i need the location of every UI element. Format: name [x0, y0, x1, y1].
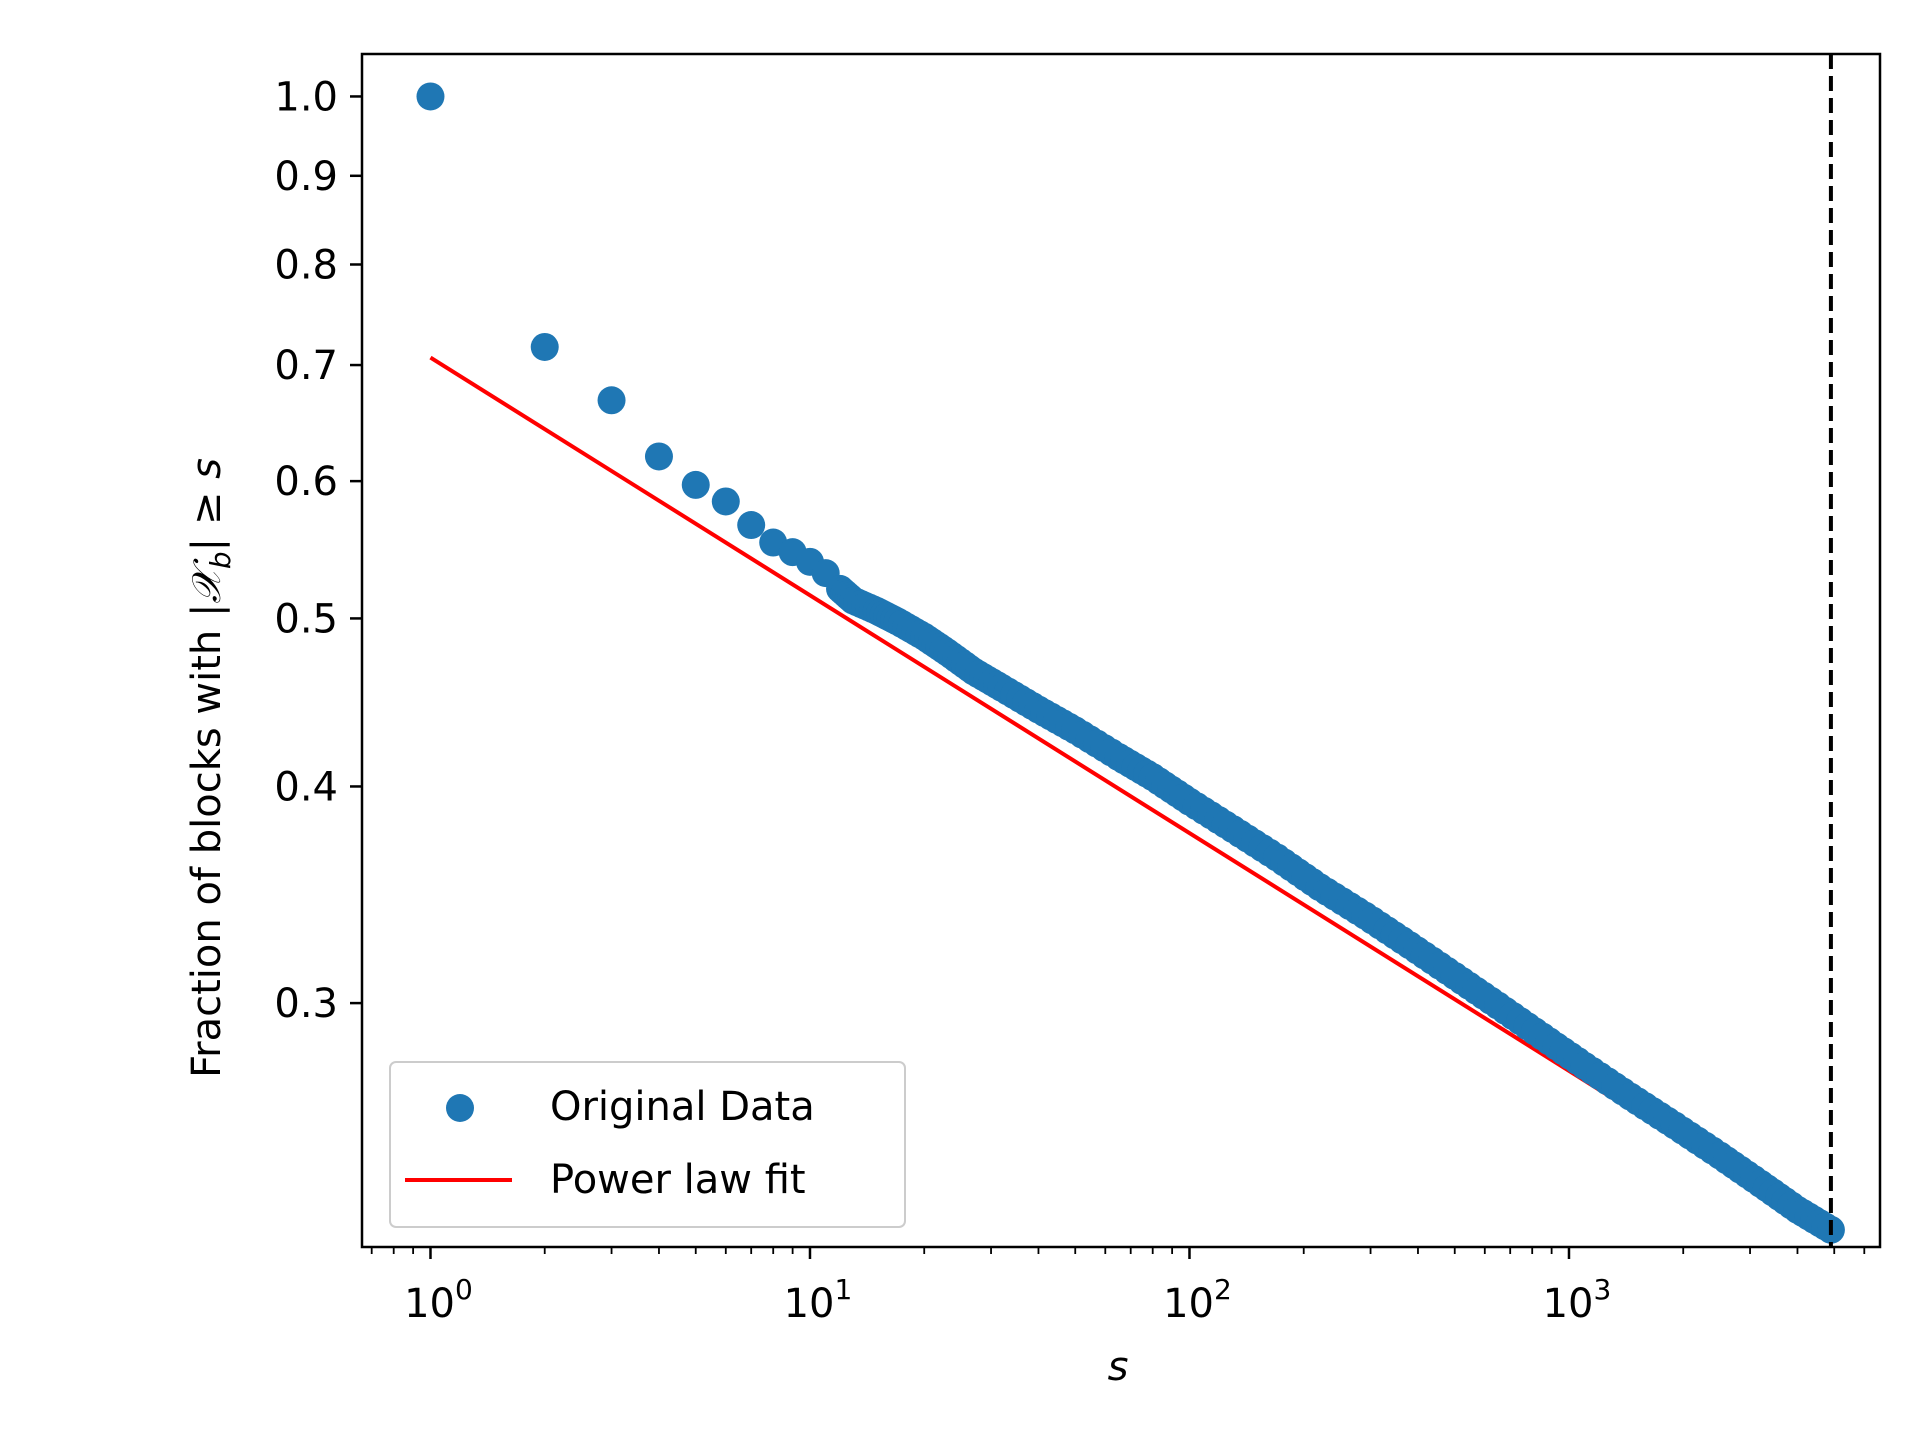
data-point [416, 82, 445, 111]
y-axis-label-variable: s [184, 458, 230, 479]
legend: Original Data Power law fit [389, 1061, 906, 1228]
x-axis-ticks: 100 101 102 103 [370, 1247, 1866, 1327]
data-point [711, 487, 740, 516]
y-tick-label: 0.5 [274, 596, 338, 642]
legend-box [389, 1061, 906, 1228]
data-point [530, 332, 559, 361]
y-axis-label: Fraction of blocks with |𝒳b| ≥ s [184, 458, 237, 1078]
data-point [644, 442, 673, 471]
x-tick-label: 101 [784, 1273, 853, 1327]
x-tick-label: 102 [1163, 1273, 1232, 1327]
y-axis-label-subscript: b [204, 551, 237, 569]
y-axis-ticks: 1.0 0.9 0.8 0.7 0.6 0.5 0.4 0.3 [274, 74, 362, 1027]
data-point [737, 511, 766, 540]
x-axis-label: s [1108, 1344, 1129, 1390]
axes-frame [360, 52, 1882, 1249]
y-tick-label: 1.0 [274, 74, 338, 120]
y-tick-label: 0.4 [274, 764, 338, 810]
y-tick-label: 0.6 [274, 459, 338, 505]
data-point [681, 470, 710, 499]
plot-area [416, 54, 1845, 1247]
x-tick-label: 103 [1543, 1273, 1612, 1327]
y-axis-label-prefix: Fraction of blocks with | [184, 604, 230, 1078]
y-tick-label: 0.9 [274, 154, 338, 200]
legend-label-power-law-fit: Power law fit [550, 1157, 806, 1203]
y-axis-label-suffix: | ≥ [184, 479, 230, 551]
y-tick-label: 0.8 [274, 242, 338, 288]
x-tick-label: 100 [404, 1273, 473, 1327]
data-point [597, 386, 626, 415]
data-points-layer [416, 82, 1845, 1244]
y-tick-label: 0.7 [274, 343, 338, 389]
legend-marker-original-data [446, 1094, 474, 1122]
y-tick-label: 0.3 [274, 981, 338, 1027]
legend-label-original-data: Original Data [550, 1084, 815, 1130]
